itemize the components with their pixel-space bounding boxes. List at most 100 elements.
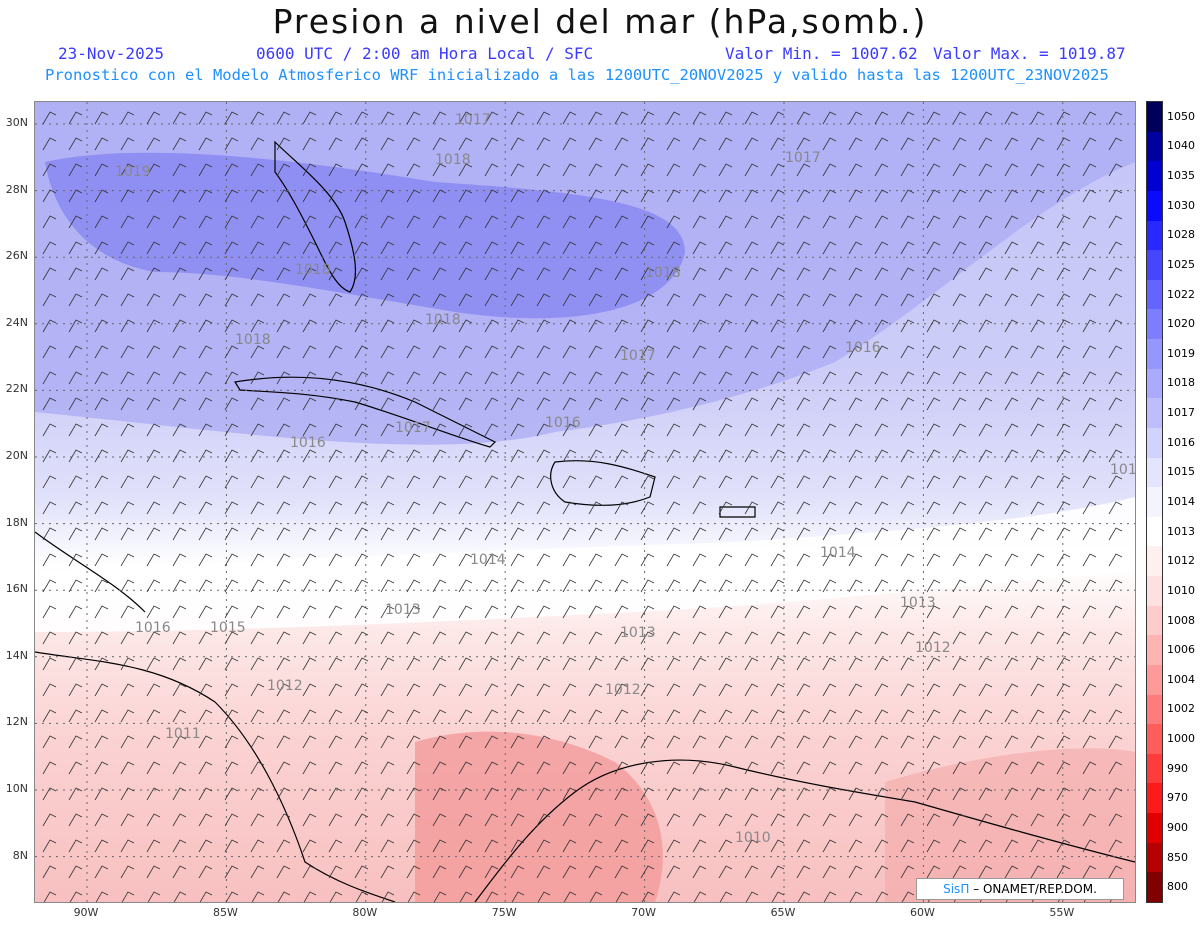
wind-barb — [94, 631, 109, 645]
wind-barb — [146, 475, 161, 489]
wind-barb — [406, 709, 421, 723]
wind-barb — [172, 137, 187, 151]
wind-barb — [1108, 631, 1123, 645]
wind-barb — [640, 371, 655, 385]
wind-barb — [588, 761, 603, 775]
wind-barb — [380, 735, 395, 749]
wind-barb — [406, 579, 421, 593]
wind-barb — [1056, 709, 1071, 723]
wind-barb — [198, 605, 213, 619]
wind-barb — [146, 371, 161, 385]
wind-barb — [458, 189, 473, 203]
wind-barb — [770, 293, 785, 307]
wind-barb — [640, 241, 655, 255]
wind-barb — [744, 111, 759, 125]
wind-barb — [640, 605, 655, 619]
wind-barb — [484, 397, 499, 411]
wind-barb — [822, 189, 837, 203]
colorbar-swatch — [1147, 279, 1162, 310]
wind-barb — [510, 579, 525, 593]
wind-barb — [952, 345, 967, 359]
wind-barb — [1056, 319, 1071, 333]
wind-barb — [406, 683, 421, 697]
wind-barb — [484, 345, 499, 359]
wind-barb — [666, 111, 681, 125]
wind-barb — [796, 137, 811, 151]
wind-barb — [562, 579, 577, 593]
wind-barb — [874, 111, 889, 125]
wind-barb — [172, 605, 187, 619]
wind-barb — [42, 293, 57, 307]
wind-barb — [952, 111, 967, 125]
wind-barb — [640, 475, 655, 489]
wind-barb — [406, 267, 421, 281]
wind-barb — [380, 553, 395, 567]
wind-barb — [277, 891, 291, 902]
wind-barb — [744, 553, 759, 567]
wind-barb — [42, 761, 57, 775]
wind-barb — [1056, 397, 1071, 411]
wind-barb — [120, 137, 135, 151]
colorbar-swatch — [1147, 309, 1162, 339]
wind-barb — [484, 579, 499, 593]
wind-barb — [250, 865, 265, 879]
wind-barb — [458, 631, 473, 645]
wind-barb — [536, 683, 551, 697]
wind-barb — [1108, 163, 1123, 177]
wind-barb — [380, 189, 395, 203]
wind-barb — [172, 865, 187, 879]
wind-barb — [978, 813, 993, 827]
wind-barb — [146, 319, 161, 333]
wind-barb — [302, 735, 317, 749]
wind-barb — [328, 345, 343, 359]
wind-barb — [614, 579, 629, 593]
wind-barb — [770, 345, 785, 359]
wind-barb — [900, 787, 915, 801]
wind-barb — [1082, 293, 1097, 307]
wind-barb — [848, 371, 863, 385]
wind-barb — [198, 761, 213, 775]
wind-barb — [718, 163, 733, 177]
wind-barb — [328, 631, 343, 645]
wind-barb — [354, 709, 369, 723]
wind-barb — [250, 787, 265, 801]
wind-barb — [510, 345, 525, 359]
wind-barb — [536, 397, 551, 411]
wind-barb — [1108, 449, 1123, 463]
wind-barb — [640, 423, 655, 437]
wind-barb — [1030, 605, 1045, 619]
wind-barb — [68, 189, 83, 203]
wind-barb — [406, 137, 421, 151]
colorbar-swatch — [1147, 694, 1162, 725]
wind-barb — [354, 527, 369, 541]
wind-barb — [614, 319, 629, 333]
puerto-rico-coastline — [719, 506, 756, 518]
wind-barb — [120, 449, 135, 463]
wind-barb — [172, 267, 187, 281]
wind-barb — [276, 761, 291, 775]
lon-label: 75W — [491, 906, 517, 919]
wind-barb — [1004, 605, 1019, 619]
wind-barb — [1056, 345, 1071, 359]
wind-barb — [172, 683, 187, 697]
wind-barb — [94, 553, 109, 567]
wind-barb — [588, 787, 603, 801]
wind-barb — [458, 761, 473, 775]
wind-barb — [562, 189, 577, 203]
wind-barb — [250, 449, 265, 463]
max-value: Valor Max. = 1019.87 — [933, 44, 1126, 63]
wind-barb — [614, 761, 629, 775]
wind-barb — [874, 267, 889, 281]
wind-barb — [1108, 423, 1123, 437]
wind-barb — [68, 345, 83, 359]
wind-barb — [797, 891, 811, 902]
wind-barb — [744, 215, 759, 229]
wind-barb — [536, 501, 551, 515]
wind-barb — [302, 137, 317, 151]
wind-barb — [172, 371, 187, 385]
wind-barb — [276, 241, 291, 255]
wind-barb — [666, 813, 681, 827]
wind-barb — [276, 527, 291, 541]
wind-barb — [640, 787, 655, 801]
lon-label: 85W — [212, 906, 238, 919]
